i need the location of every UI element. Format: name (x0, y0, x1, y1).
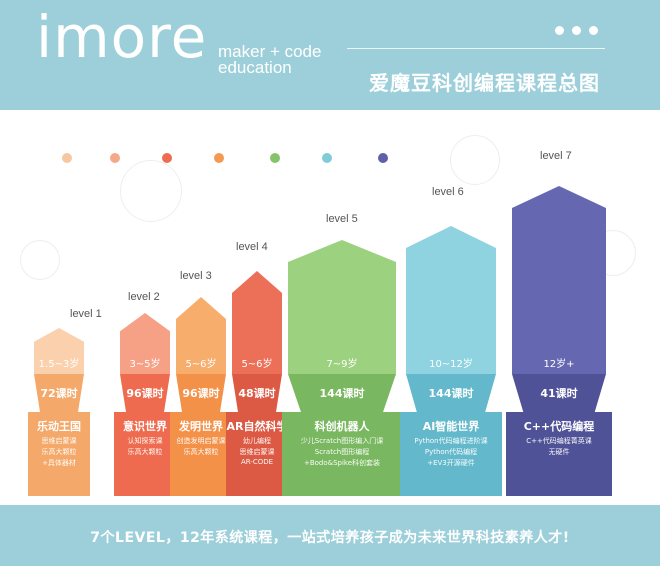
level-label: level 3 (180, 270, 212, 282)
course-detail: Scratch图形编程 (314, 448, 370, 456)
course-title: 科创机器人 (314, 420, 370, 433)
palette-dot (110, 153, 120, 163)
course-title: 发明世界 (179, 420, 223, 433)
decor-circle (20, 240, 60, 280)
level-arrow: 1.5~3岁 (34, 328, 84, 374)
palette-dot (162, 153, 172, 163)
age-label: 1.5~3岁 (38, 359, 80, 370)
course-box: AI智能世界 Python代码编程进阶课 Python代码编程 +EV3开源硬件 (400, 412, 502, 496)
footer-slogan: 7个LEVEL，12年系统课程，一站式培养孩子成为未来世界科技素养人才! (90, 530, 570, 546)
level-arrow: 7~9岁 (288, 240, 396, 374)
level-label: level 5 (326, 213, 358, 225)
palette-dot (62, 153, 72, 163)
palette-dot (322, 153, 332, 163)
level-column: 3~5岁 96课时意识世界认知探索课乐高大颗粒 (114, 0, 176, 496)
header-divider (347, 48, 605, 49)
course-detail: 乐高大颗粒 (127, 448, 163, 456)
course-hours: 144课时 (319, 387, 365, 400)
hours-band (288, 374, 396, 412)
decor-circle (120, 160, 182, 222)
level-label: level 1 (70, 308, 102, 320)
level-column: 7~9岁 144课时科创机器人少儿Scratch图形编入门课 Scratch图形编程… (282, 0, 402, 496)
page-title: 爱魔豆科创编程课程总图 (369, 71, 600, 95)
course-hours: 96课时 (126, 387, 164, 400)
age-label: 5~6岁 (241, 359, 273, 370)
level-arrow: 10~12岁 (406, 226, 496, 374)
hours-band (406, 374, 496, 412)
course-detail: Python代码编程进阶课 (414, 437, 488, 445)
course-detail: 乐高大颗粒 (41, 448, 77, 456)
tagline-line1: maker + code (218, 42, 322, 61)
decor-circle (450, 135, 500, 185)
course-title: 乐动王国 (37, 420, 81, 433)
palette-dot (214, 153, 224, 163)
course-detail: 幼儿编程 (243, 437, 271, 445)
hours-band (232, 374, 282, 412)
course-box: 科创机器人少儿Scratch图形编入门课 Scratch图形编程 +Bodo&Spi… (282, 412, 402, 496)
course-hours: 96课时 (182, 387, 220, 400)
tagline-line2: education (218, 58, 292, 77)
course-box: 乐动王国思维启蒙课乐高大颗粒 +具体器材 (28, 412, 90, 496)
course-detail: 认知探索课 (127, 437, 163, 445)
course-box: AR自然科学幼儿编程思维启蒙课 AR-CODE (226, 412, 288, 496)
age-label: 3~5岁 (129, 359, 161, 370)
level-label: level 6 (432, 186, 464, 198)
age-label: 5~6岁 (185, 359, 217, 370)
palette-dot (378, 153, 388, 163)
hours-band (176, 374, 226, 412)
hours-band (120, 374, 170, 412)
imore-logo: imore (36, 3, 208, 71)
course-detail: 创造发明启蒙课 (176, 437, 226, 445)
course-detail: Python代码编程 (424, 448, 478, 456)
course-title: 意识世界 (123, 420, 167, 433)
course-title: AR自然科学 (226, 420, 288, 433)
header-banner: imore maker + code education 爱魔豆科创编程课程总图 (0, 0, 660, 110)
course-detail: AR-CODE (240, 458, 274, 466)
level-column: 1.5~3岁 72课时乐动王国思维启蒙课乐高大颗粒 +具体器材 (28, 0, 90, 496)
palette-dot (270, 153, 280, 163)
level-column: 5~6岁 96课时发明世界创造发明启蒙课 乐高大颗粒 (170, 0, 232, 496)
level-label: level 4 (236, 241, 268, 253)
level-label: level 2 (128, 291, 160, 303)
age-label: 10~12岁 (429, 359, 473, 370)
course-detail: 少儿Scratch图形编入门课 (300, 437, 384, 445)
age-label: 7~9岁 (326, 359, 358, 370)
level-column: 5~6岁 48课时 AR自然科学幼儿编程思维启蒙课 AR-CODE (226, 0, 288, 496)
course-box: 意识世界认知探索课乐高大颗粒 (114, 412, 176, 496)
course-hours: 72课时 (40, 387, 78, 400)
age-label: 12岁+ (543, 359, 575, 370)
footer-banner: 7个LEVEL，12年系统课程，一站式培养孩子成为未来世界科技素养人才! (0, 505, 660, 566)
level-arrow: 5~6岁 (232, 271, 282, 374)
level-label: level 7 (540, 150, 572, 162)
course-detail: 无硬件 (548, 448, 570, 456)
course-detail: +EV3开源硬件 (427, 459, 475, 467)
course-detail: +Bodo&Spike科创套装 (303, 459, 381, 467)
level-arrow: 3~5岁 (120, 313, 170, 374)
more-dots-icon (555, 26, 598, 35)
course-detail: C++代码编程菁英课 (526, 437, 592, 445)
course-title: C++代码编程 (523, 420, 595, 433)
course-detail: 乐高大颗粒 (183, 448, 219, 456)
level-column: 12岁+ 41课时 C++代码编程 C++代码编程菁英课 无硬件 (506, 0, 612, 496)
course-detail: 思维启蒙课 (239, 448, 275, 456)
hours-band (34, 374, 84, 412)
course-box: C++代码编程 C++代码编程菁英课 无硬件 (506, 412, 612, 496)
hours-band (512, 374, 606, 412)
level-arrow: 5~6岁 (176, 297, 226, 374)
course-hours: 41课时 (540, 387, 578, 400)
course-detail: +具体器材 (42, 459, 76, 467)
level-arrow: 12岁+ (512, 186, 606, 374)
course-hours: 48课时 (238, 387, 276, 400)
level-column: 10~12岁 144课时 AI智能世界 Python代码编程进阶课 Python代码编程… (400, 0, 502, 496)
course-hours: 144课时 (428, 387, 474, 400)
course-detail: 思维启蒙课 (41, 437, 77, 445)
course-title: AI智能世界 (422, 420, 480, 433)
course-box: 发明世界创造发明启蒙课 乐高大颗粒 (170, 412, 232, 496)
